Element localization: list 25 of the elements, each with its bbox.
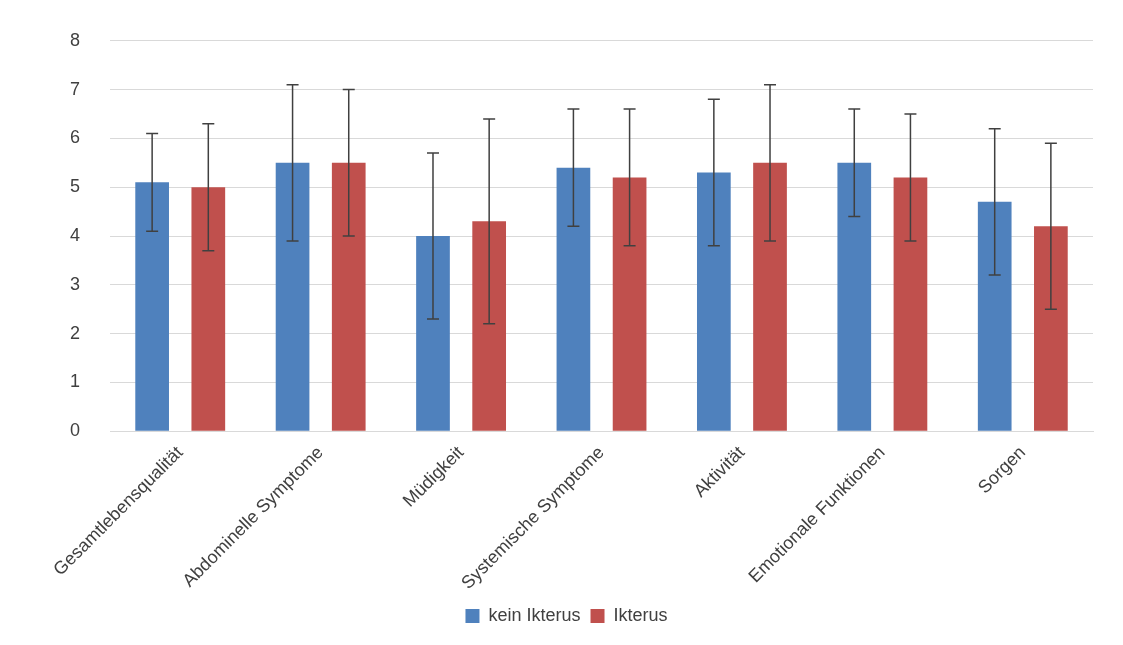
y-tick-label: 3 xyxy=(70,273,81,294)
y-tick-label: 0 xyxy=(70,420,81,441)
bar xyxy=(697,172,731,431)
y-tick-label: 2 xyxy=(70,322,81,343)
bar xyxy=(331,162,366,431)
y-tick-label: 8 xyxy=(70,29,81,50)
bar xyxy=(837,162,872,431)
y-tick-label: 7 xyxy=(70,78,81,99)
bar xyxy=(191,187,226,431)
bar xyxy=(977,201,1012,431)
bar xyxy=(416,236,450,431)
bar xyxy=(612,177,647,431)
bar xyxy=(893,177,928,431)
y-tick-label: 5 xyxy=(70,176,81,197)
legend-label: kein Ikterus xyxy=(488,604,581,625)
bar xyxy=(556,167,591,431)
y-tick-label: 4 xyxy=(70,224,81,245)
bar xyxy=(753,162,787,431)
bar xyxy=(472,221,507,431)
y-tick-label: 1 xyxy=(70,371,81,392)
bar xyxy=(135,182,169,431)
bar xyxy=(1034,226,1068,431)
bar xyxy=(275,162,310,431)
legend-label: Ikterus xyxy=(613,604,668,625)
y-tick-label: 6 xyxy=(70,127,81,148)
